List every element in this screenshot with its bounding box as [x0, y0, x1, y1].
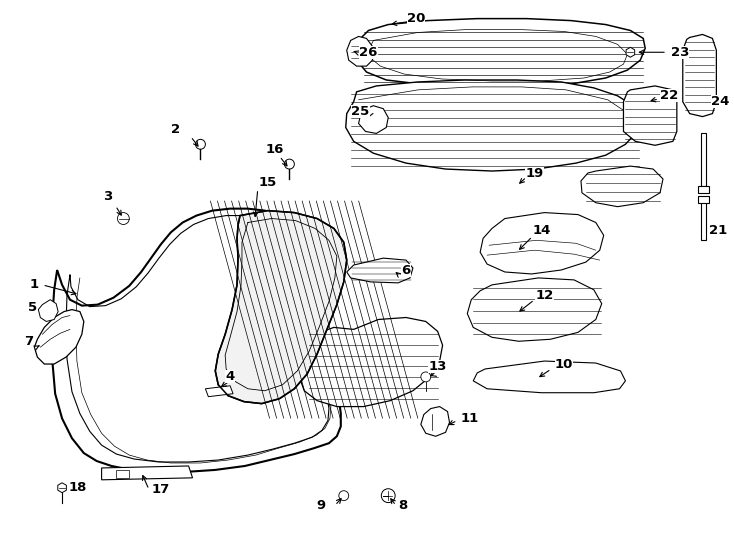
- Text: 6: 6: [401, 264, 410, 276]
- Circle shape: [382, 489, 395, 503]
- Text: 24: 24: [711, 95, 730, 108]
- Polygon shape: [480, 213, 603, 274]
- Polygon shape: [473, 361, 625, 393]
- Text: 15: 15: [258, 177, 277, 190]
- Polygon shape: [346, 80, 640, 171]
- Polygon shape: [581, 166, 663, 207]
- Circle shape: [195, 139, 206, 149]
- Text: 18: 18: [69, 481, 87, 494]
- Polygon shape: [359, 106, 388, 133]
- Polygon shape: [421, 407, 449, 436]
- Polygon shape: [38, 300, 58, 321]
- Text: 4: 4: [225, 370, 235, 383]
- Text: 7: 7: [24, 335, 33, 348]
- Circle shape: [421, 372, 431, 382]
- Polygon shape: [52, 208, 341, 472]
- Polygon shape: [697, 196, 710, 202]
- Polygon shape: [468, 278, 602, 341]
- Polygon shape: [34, 309, 84, 364]
- Text: 3: 3: [103, 190, 112, 203]
- Polygon shape: [626, 48, 635, 57]
- Text: 23: 23: [671, 46, 689, 59]
- Polygon shape: [206, 386, 233, 397]
- Text: 1: 1: [30, 278, 39, 292]
- Text: 10: 10: [555, 357, 573, 370]
- Text: 19: 19: [526, 166, 544, 179]
- Polygon shape: [346, 258, 413, 283]
- Polygon shape: [683, 35, 716, 117]
- Polygon shape: [623, 86, 677, 145]
- Polygon shape: [299, 318, 443, 407]
- Text: 2: 2: [171, 123, 181, 136]
- Text: 21: 21: [709, 224, 727, 237]
- Text: 12: 12: [535, 289, 553, 302]
- Text: 25: 25: [352, 105, 370, 118]
- Text: 11: 11: [460, 412, 479, 425]
- Circle shape: [285, 159, 294, 169]
- Polygon shape: [215, 211, 346, 403]
- Text: 22: 22: [660, 89, 678, 102]
- Circle shape: [339, 491, 349, 501]
- Text: 5: 5: [28, 301, 37, 314]
- Text: 9: 9: [316, 499, 326, 512]
- Polygon shape: [697, 186, 710, 193]
- Polygon shape: [346, 36, 372, 66]
- Polygon shape: [117, 470, 129, 478]
- Text: 16: 16: [266, 143, 284, 156]
- Polygon shape: [58, 483, 66, 492]
- Text: 13: 13: [429, 361, 447, 374]
- Polygon shape: [700, 201, 707, 240]
- Polygon shape: [357, 18, 645, 87]
- Polygon shape: [101, 466, 192, 480]
- Circle shape: [117, 213, 129, 225]
- Text: 20: 20: [407, 12, 425, 25]
- Polygon shape: [700, 133, 707, 186]
- Text: 26: 26: [359, 46, 378, 59]
- Text: 8: 8: [399, 499, 407, 512]
- Text: 17: 17: [152, 483, 170, 496]
- Text: 14: 14: [532, 224, 550, 237]
